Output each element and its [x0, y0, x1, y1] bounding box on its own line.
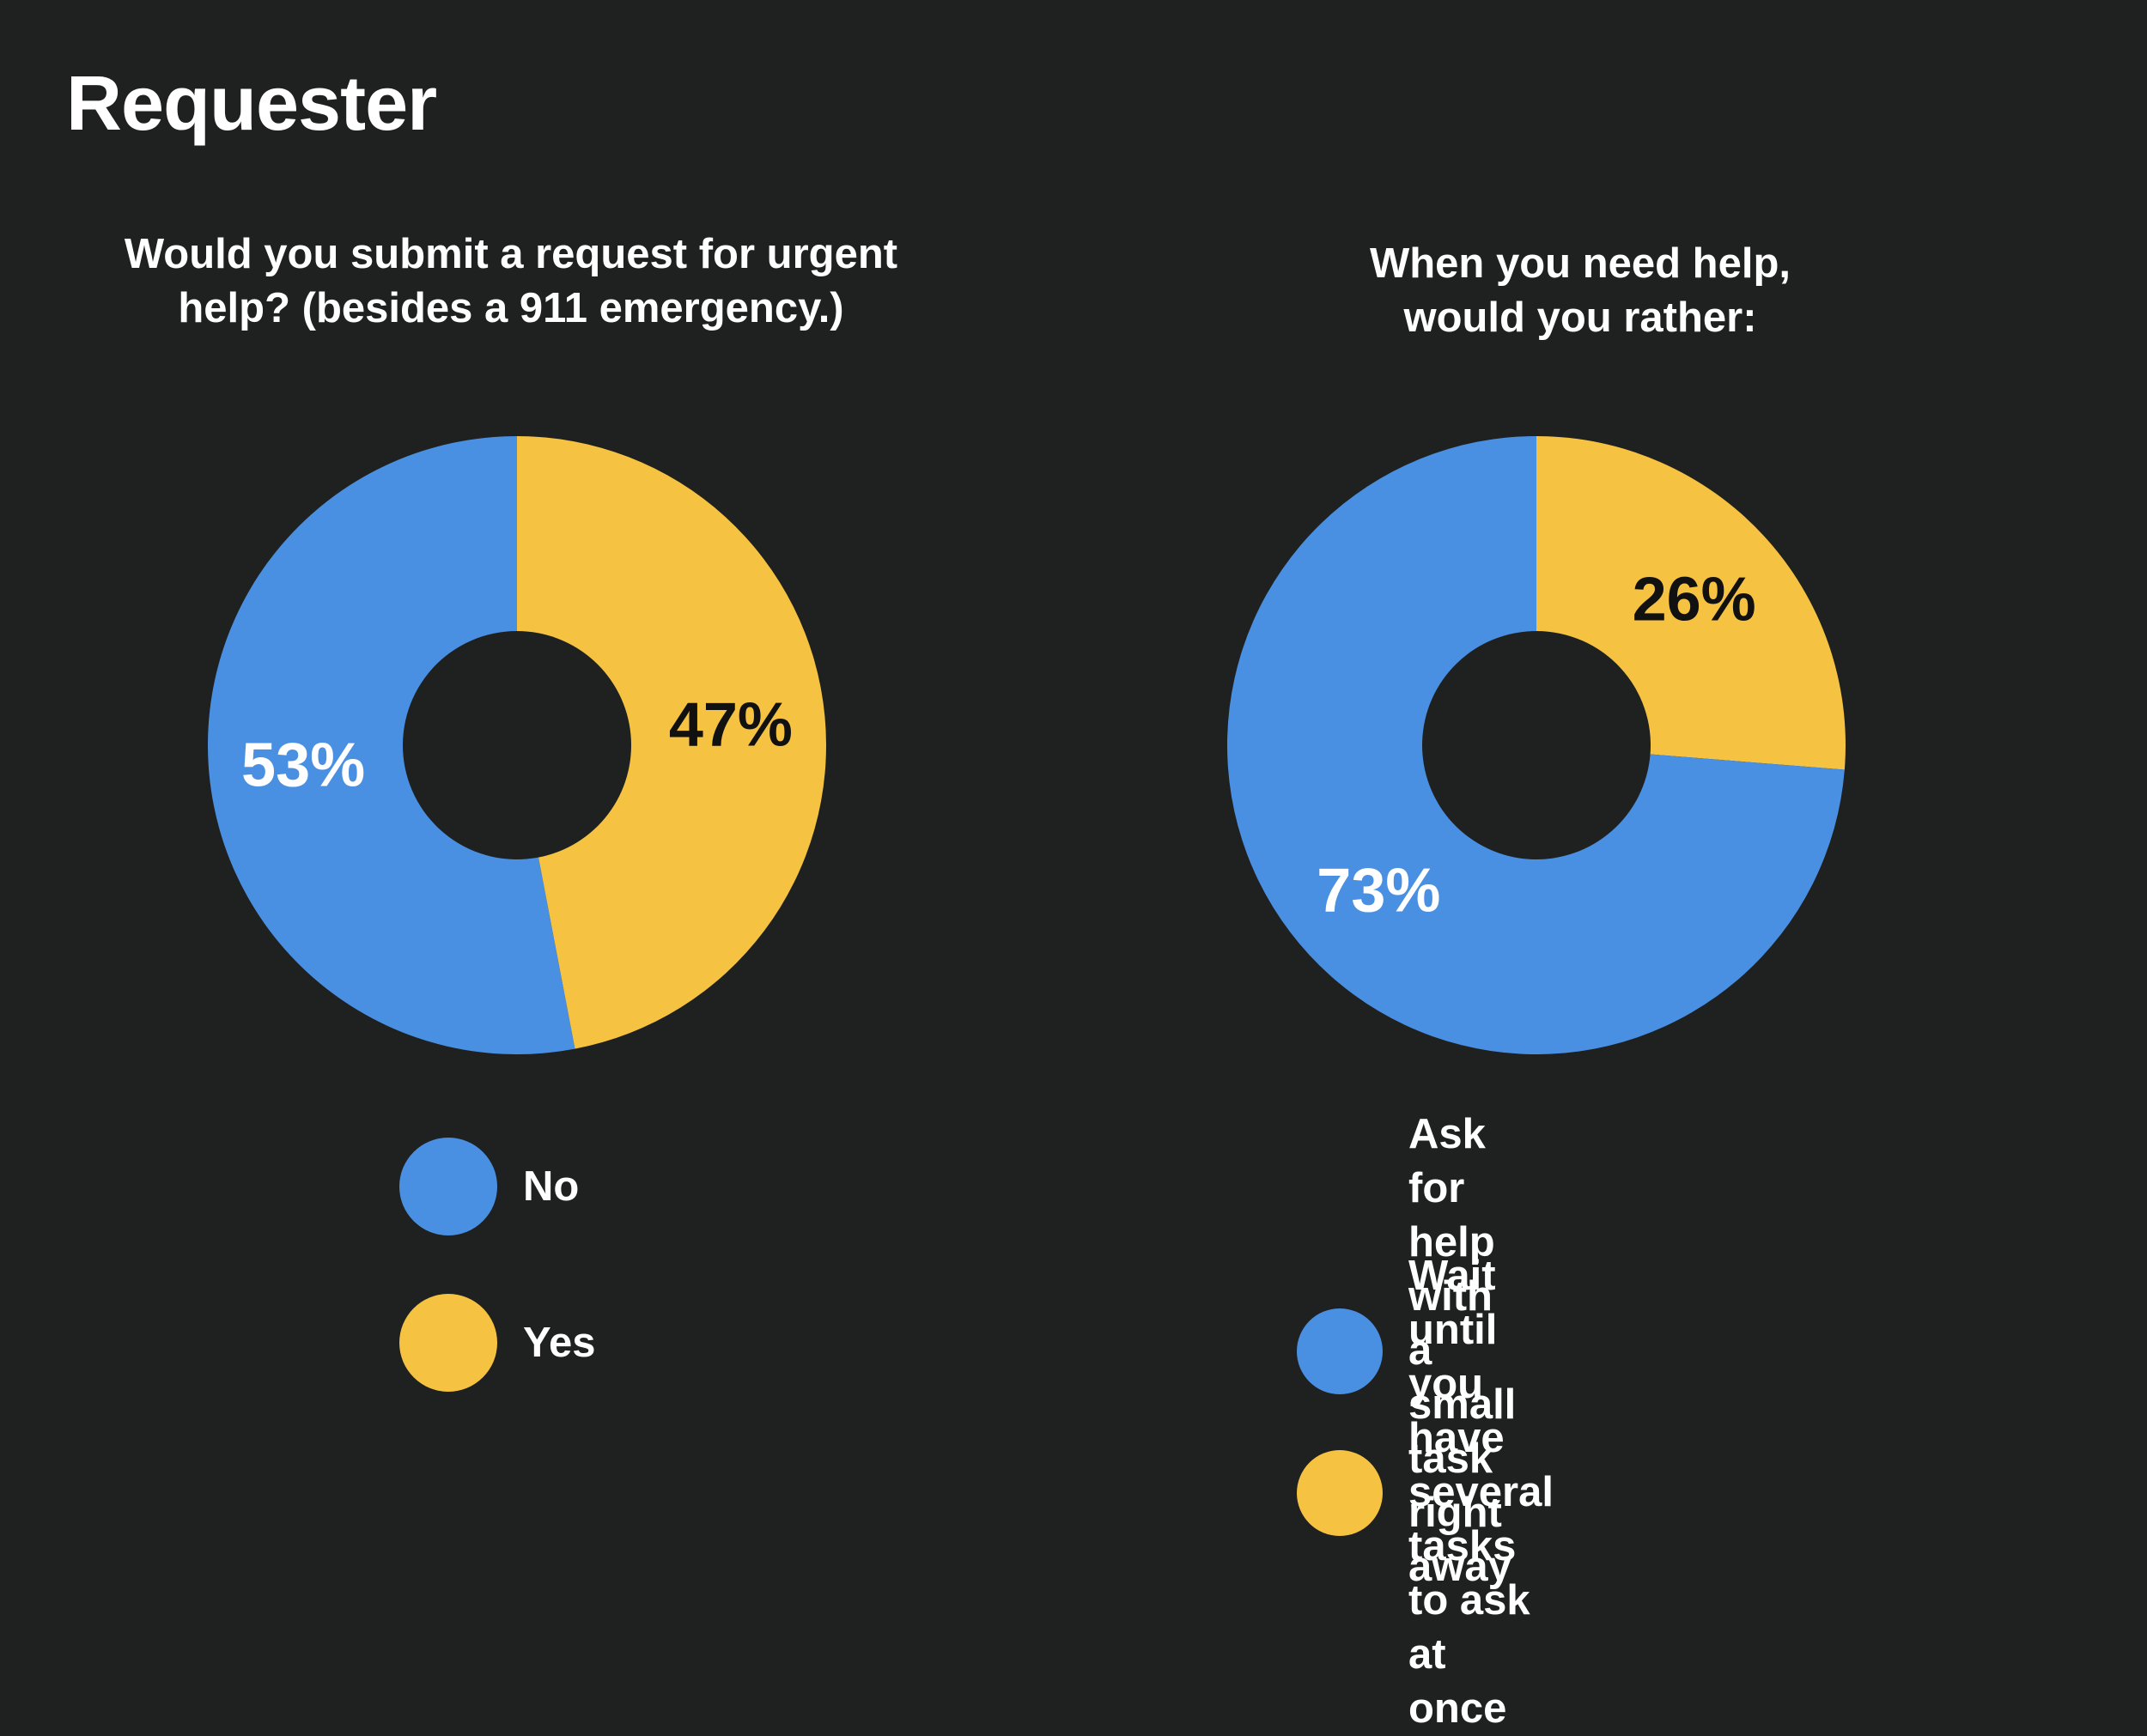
chart-title-help-preference: When you need help, would you rather:	[1369, 240, 1791, 341]
legend-swatch	[1297, 1449, 1383, 1536]
slice-ask-for	[1226, 436, 1845, 1054]
slice-label: 53%	[241, 731, 365, 800]
legend-item: Wait until you have several tasks to ask…	[1297, 1249, 1554, 1736]
page-title: Requester	[66, 61, 437, 147]
legend-label: No	[523, 1162, 580, 1210]
donut-charts: 47% 53% 26% 73%	[208, 436, 1846, 1054]
slice-no	[208, 436, 575, 1054]
donut-chart-help-preference: 26% 73%	[1226, 436, 1846, 1054]
legend-swatch	[399, 1138, 497, 1235]
legend-item: No	[399, 1138, 579, 1235]
slice-label: 47%	[669, 690, 793, 759]
slice-yes	[517, 436, 827, 1049]
legend-label: Wait until you have several tasks to ask…	[1408, 1253, 1554, 1732]
donut-chart-urgent-help: 47% 53%	[208, 436, 827, 1054]
legend-swatch	[399, 1294, 497, 1392]
slice-label: 73%	[1317, 857, 1440, 926]
chart-title-urgent-help: Would you submit a request for urgent he…	[124, 231, 898, 331]
legend-label: Yes	[523, 1319, 596, 1366]
legend-swatch	[1297, 1308, 1383, 1394]
slice-wait-until	[1536, 436, 1846, 770]
slice-label: 26%	[1633, 565, 1756, 634]
legend-item: Yes	[399, 1294, 595, 1392]
